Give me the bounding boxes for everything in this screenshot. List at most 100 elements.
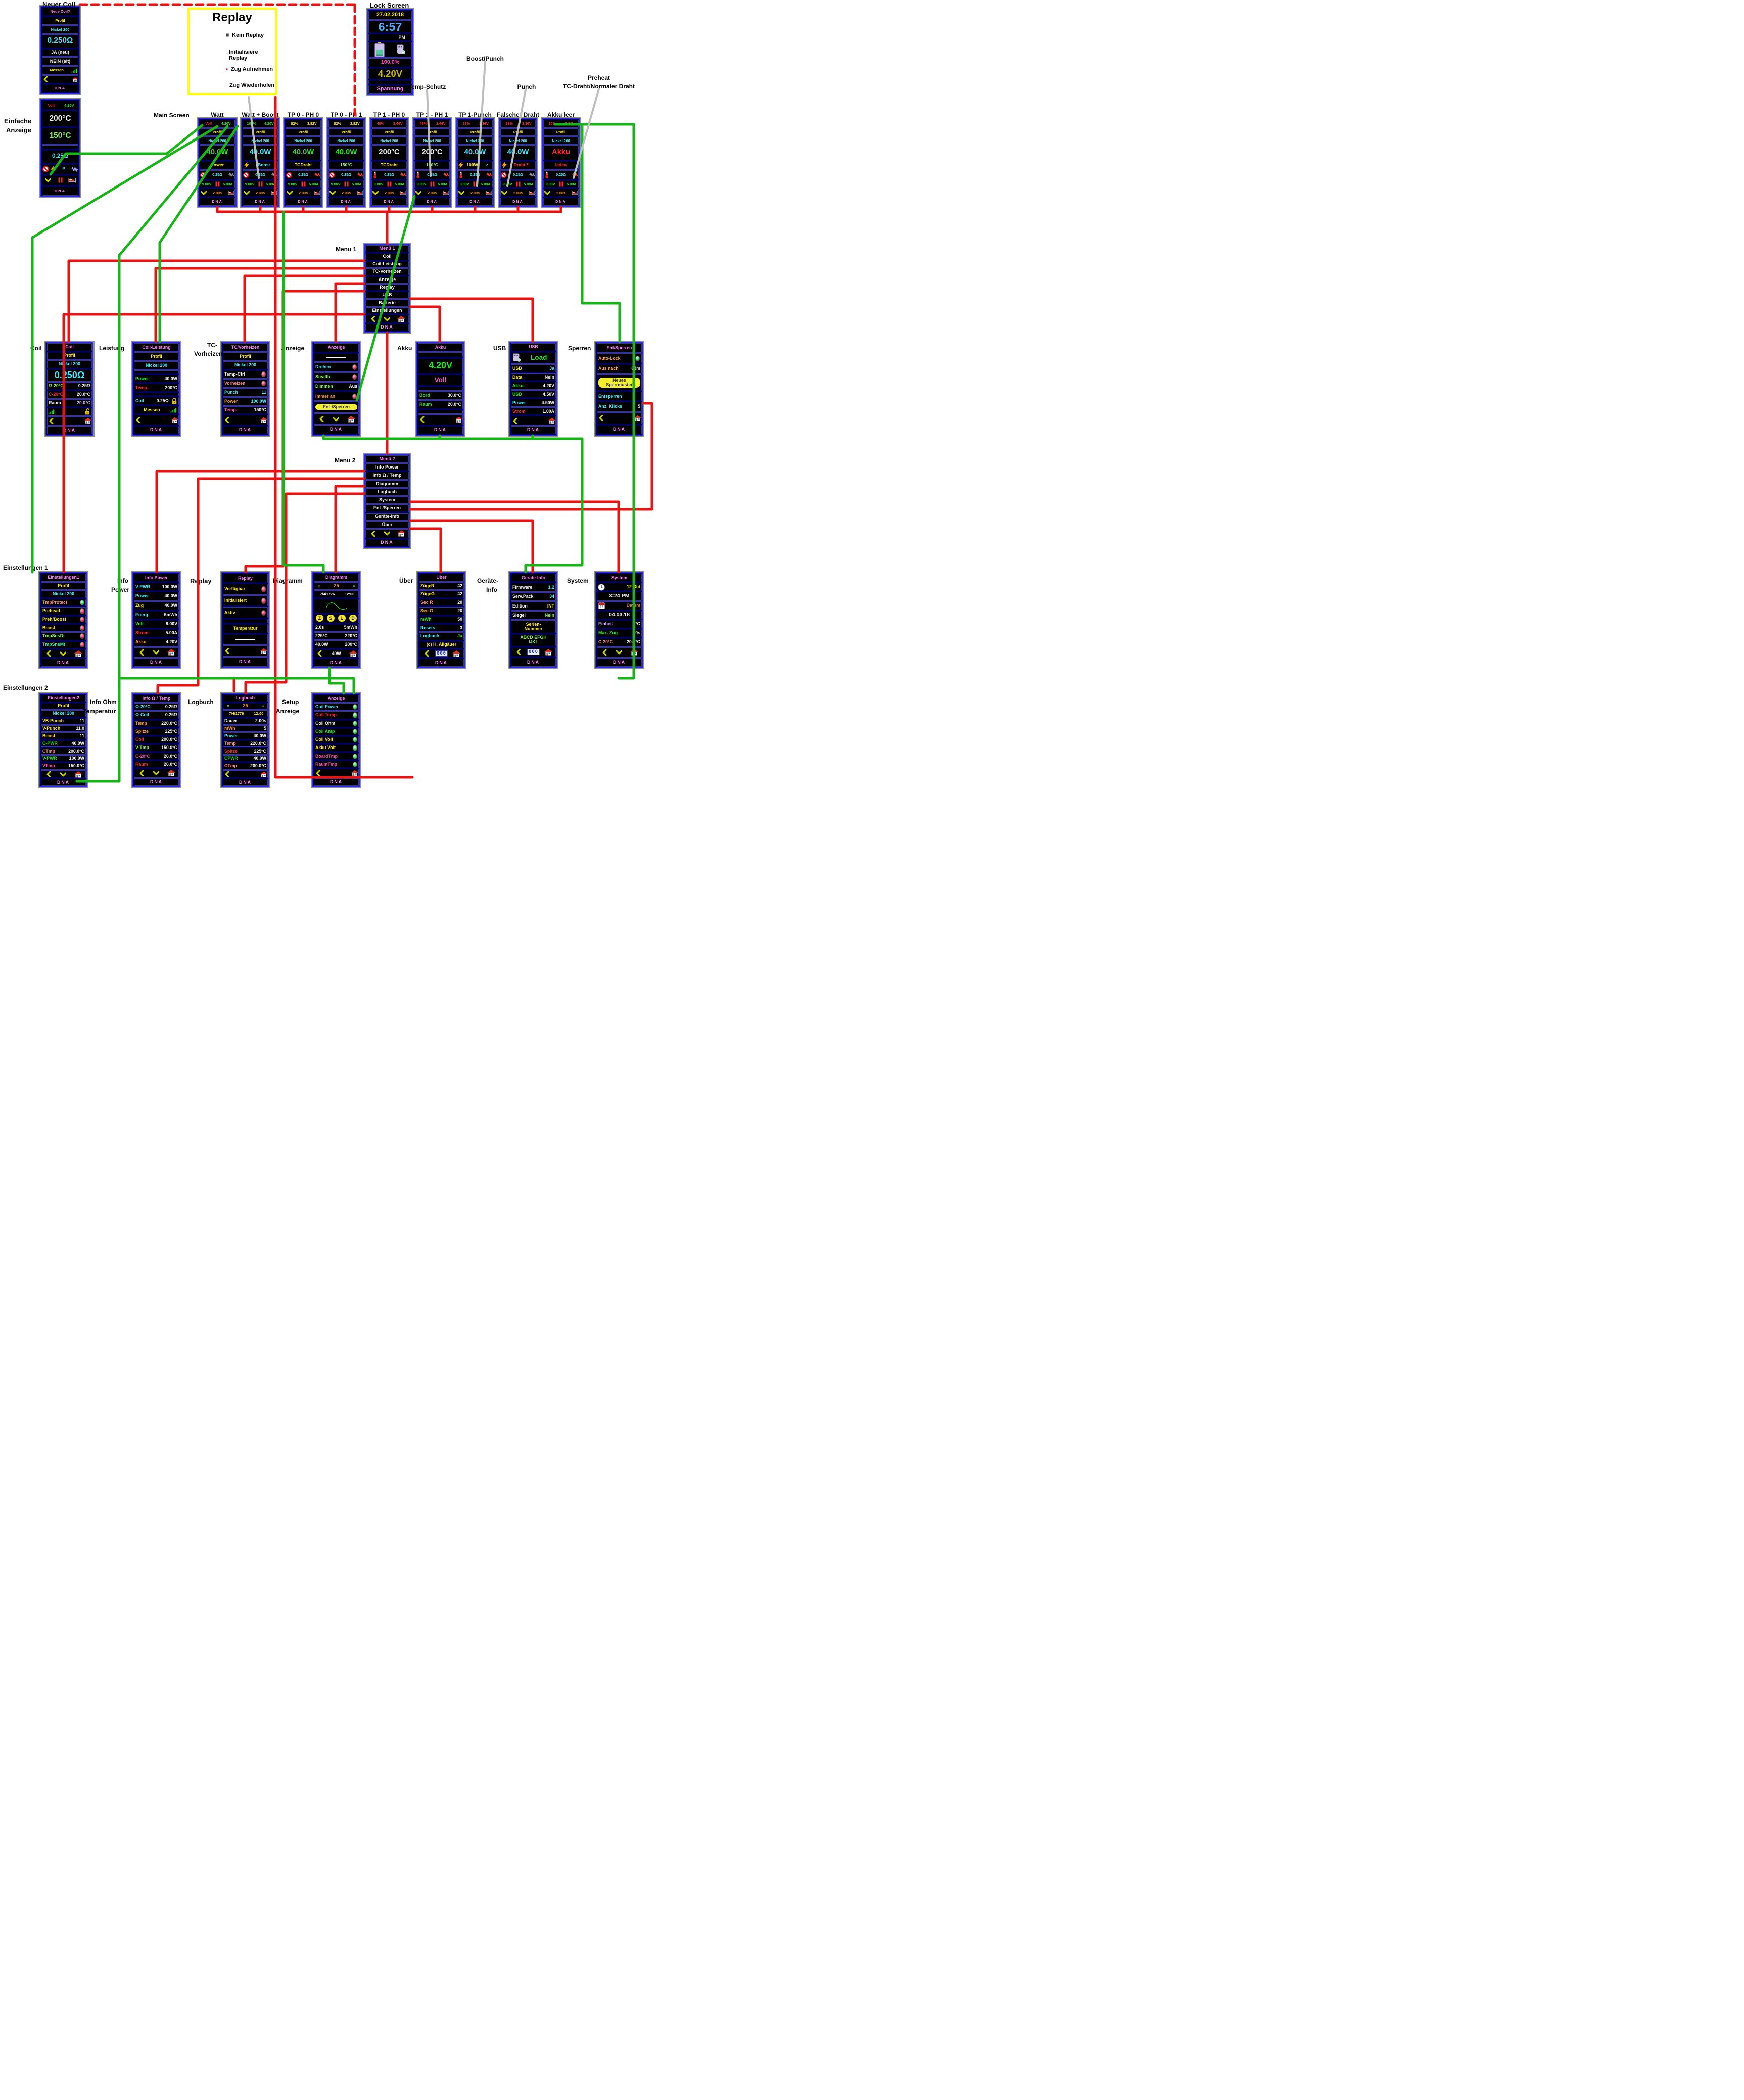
btnD-icon[interactable]: D bbox=[348, 615, 358, 622]
down-icon[interactable] bbox=[56, 651, 70, 656]
back-icon[interactable] bbox=[134, 770, 149, 776]
down-icon[interactable] bbox=[56, 772, 70, 777]
led-r-icon[interactable] bbox=[260, 586, 267, 592]
home-icon[interactable] bbox=[455, 416, 462, 423]
value[interactable]: Neues Sperrmuster bbox=[598, 377, 640, 388]
menu-item[interactable]: Batterie bbox=[379, 300, 396, 305]
back-icon[interactable] bbox=[511, 417, 519, 424]
back-icon[interactable] bbox=[314, 770, 321, 776]
home-icon[interactable] bbox=[541, 648, 555, 656]
back-icon[interactable] bbox=[597, 415, 604, 422]
menu-item[interactable]: Anzeige bbox=[378, 276, 396, 282]
menu-item[interactable]: Geräte-Info bbox=[374, 514, 399, 519]
led-r-icon[interactable] bbox=[78, 641, 85, 648]
value[interactable]: NEIN (alt) bbox=[50, 59, 71, 64]
back-icon[interactable] bbox=[48, 417, 55, 424]
down-icon[interactable] bbox=[149, 650, 163, 655]
back-icon[interactable] bbox=[134, 649, 149, 656]
led-r-icon[interactable] bbox=[351, 364, 358, 370]
btnZ-icon[interactable]: Z bbox=[314, 615, 325, 622]
down-icon[interactable] bbox=[501, 191, 507, 195]
led-r-icon[interactable] bbox=[78, 608, 85, 614]
led-r-icon[interactable] bbox=[351, 374, 358, 380]
down-icon[interactable] bbox=[329, 191, 336, 195]
led-r-icon[interactable] bbox=[260, 598, 267, 604]
back-icon[interactable] bbox=[366, 530, 380, 537]
home-icon[interactable] bbox=[260, 417, 267, 424]
home-icon[interactable] bbox=[164, 770, 178, 776]
back-icon[interactable] bbox=[223, 417, 230, 424]
menu-item[interactable]: USB bbox=[382, 292, 392, 298]
home-icon[interactable] bbox=[71, 771, 85, 778]
led-g-icon[interactable] bbox=[78, 599, 85, 606]
down-icon[interactable] bbox=[200, 191, 207, 195]
chevR-icon[interactable]: » bbox=[261, 703, 264, 709]
back-icon[interactable] bbox=[41, 650, 56, 657]
lockopen-icon[interactable] bbox=[83, 408, 91, 415]
led-r-icon[interactable] bbox=[260, 371, 267, 378]
led-g-icon[interactable] bbox=[351, 728, 358, 735]
led-g-icon[interactable] bbox=[351, 737, 358, 743]
down-icon[interactable] bbox=[458, 191, 464, 195]
down-icon[interactable] bbox=[243, 191, 250, 195]
home-icon[interactable] bbox=[627, 649, 641, 656]
back-icon[interactable] bbox=[42, 76, 48, 83]
home-icon[interactable] bbox=[84, 417, 91, 424]
menu-item[interactable]: System bbox=[379, 497, 396, 502]
led-g-icon[interactable] bbox=[351, 761, 358, 767]
home-icon[interactable] bbox=[449, 650, 463, 657]
chevL-icon[interactable]: « bbox=[317, 583, 320, 588]
menu-item[interactable]: Über bbox=[382, 522, 393, 527]
btnS-icon[interactable]: S bbox=[325, 615, 336, 622]
menu-item[interactable]: Einstellungen bbox=[372, 308, 402, 313]
back-icon[interactable] bbox=[597, 649, 611, 656]
led-g-icon[interactable] bbox=[351, 712, 358, 718]
down-icon[interactable] bbox=[329, 417, 343, 422]
value[interactable]: Messen bbox=[144, 407, 160, 413]
down-icon[interactable] bbox=[544, 191, 550, 195]
led-g-icon[interactable] bbox=[351, 745, 358, 751]
menu-item[interactable]: Info Ω / Temp bbox=[372, 473, 402, 478]
menu-item[interactable]: Info Power bbox=[375, 464, 399, 470]
menu-item[interactable]: Coil bbox=[383, 253, 392, 259]
down-icon[interactable] bbox=[286, 191, 293, 195]
menu-item[interactable]: Ent-/Sperren bbox=[373, 505, 401, 511]
back-icon[interactable] bbox=[511, 649, 526, 656]
home-icon[interactable] bbox=[351, 770, 358, 776]
down-icon[interactable] bbox=[149, 771, 163, 775]
home-icon[interactable] bbox=[164, 649, 178, 656]
led-r-icon[interactable] bbox=[351, 393, 358, 399]
btnL-icon[interactable]: L bbox=[337, 615, 347, 622]
home-icon[interactable] bbox=[349, 650, 358, 657]
back-icon[interactable] bbox=[41, 771, 56, 778]
menu-item[interactable]: Coil-Leistung bbox=[372, 261, 402, 267]
back-icon[interactable] bbox=[314, 650, 324, 657]
led-g-icon[interactable] bbox=[351, 704, 358, 710]
home-icon[interactable] bbox=[260, 648, 267, 655]
back-icon[interactable] bbox=[419, 650, 434, 657]
chevL-icon[interactable]: « bbox=[226, 703, 229, 709]
home-icon[interactable] bbox=[171, 417, 178, 424]
led-r-icon[interactable] bbox=[78, 617, 85, 623]
menu-item[interactable]: Logbuch bbox=[378, 489, 397, 494]
led-g-icon[interactable] bbox=[351, 720, 358, 726]
down-icon[interactable] bbox=[415, 191, 421, 195]
back-icon[interactable] bbox=[314, 416, 328, 423]
menu-item[interactable]: TC-Vorheizen bbox=[372, 269, 402, 274]
chevR-icon[interactable]: » bbox=[352, 583, 355, 588]
led-r-icon[interactable] bbox=[78, 633, 85, 639]
home-icon[interactable] bbox=[395, 530, 408, 537]
value[interactable]: JA (neu) bbox=[51, 50, 69, 55]
back-icon[interactable] bbox=[418, 416, 426, 423]
back-icon[interactable] bbox=[134, 417, 142, 424]
led-g-icon[interactable] bbox=[634, 355, 641, 361]
down-icon[interactable] bbox=[380, 317, 394, 321]
home-icon[interactable] bbox=[634, 415, 641, 422]
back-icon[interactable] bbox=[366, 316, 380, 322]
down-icon[interactable] bbox=[380, 531, 394, 536]
home-icon[interactable] bbox=[71, 650, 85, 657]
home-icon[interactable] bbox=[395, 315, 408, 322]
menu-item[interactable]: Diagramm bbox=[375, 481, 398, 486]
down-icon[interactable] bbox=[372, 191, 379, 195]
home-icon[interactable] bbox=[548, 417, 555, 424]
